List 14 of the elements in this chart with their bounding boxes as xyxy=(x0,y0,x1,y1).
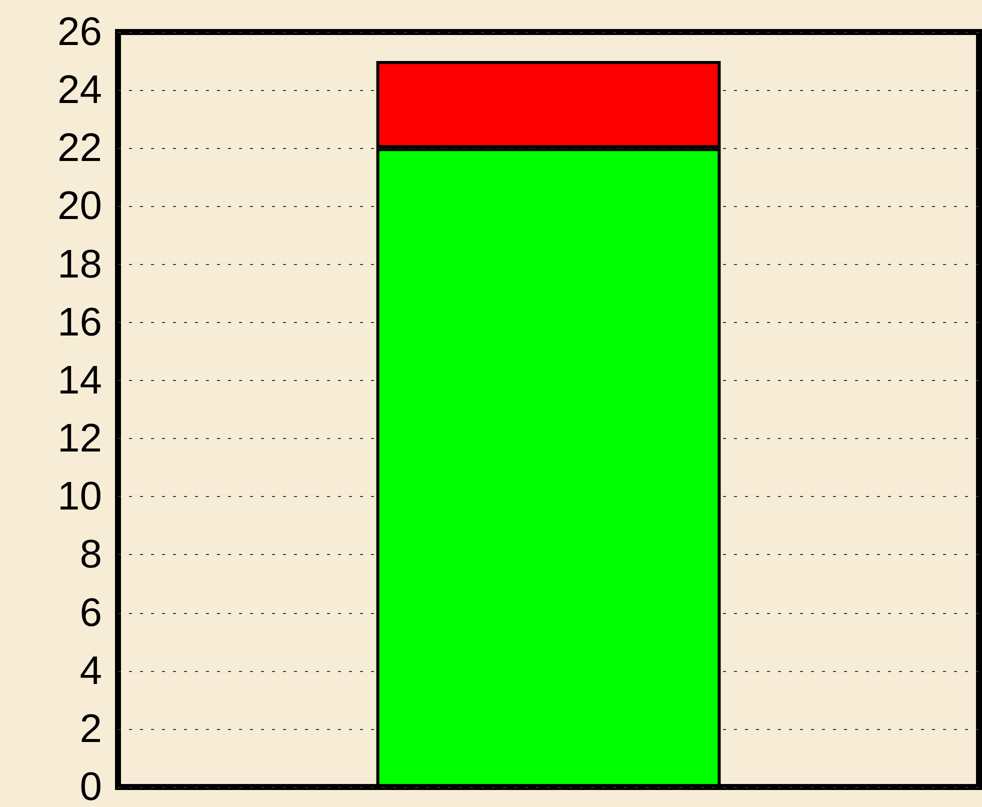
y-tick-label: 10 xyxy=(58,474,102,519)
y-tick-label: 16 xyxy=(58,300,102,344)
y-tick-label: 14 xyxy=(58,358,102,402)
y-tick-label: 8 xyxy=(80,532,102,577)
y-tick-label: 2 xyxy=(80,706,102,751)
y-tick-label: 0 xyxy=(80,765,102,807)
y-tick-label: 20 xyxy=(58,184,102,228)
y-tick-label: 24 xyxy=(58,68,102,112)
y-tick-label: 26 xyxy=(58,10,102,54)
y-tick-label: 18 xyxy=(58,242,102,286)
y-tick-label: 6 xyxy=(80,590,102,635)
y-tick-label: 22 xyxy=(58,126,102,170)
y-tick-label: 4 xyxy=(80,648,102,693)
y-tick-label: 12 xyxy=(58,416,102,461)
